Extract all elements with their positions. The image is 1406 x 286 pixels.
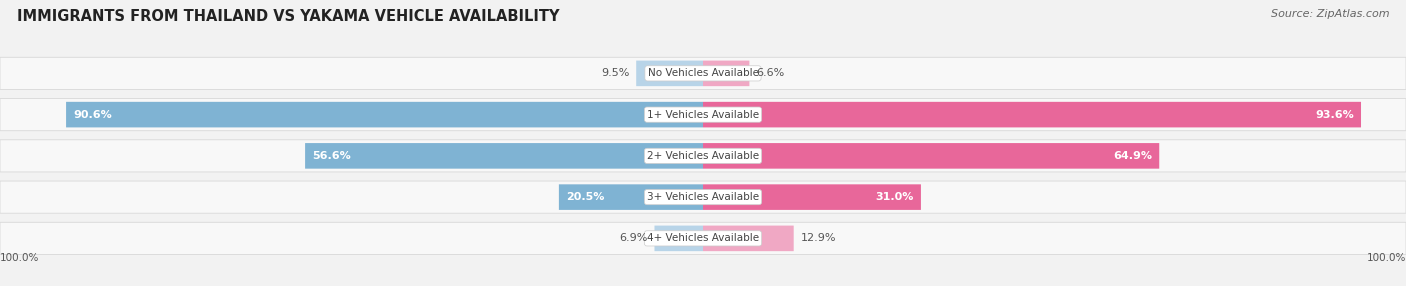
Text: 93.6%: 93.6%: [1315, 110, 1354, 120]
Text: 31.0%: 31.0%: [876, 192, 914, 202]
FancyBboxPatch shape: [703, 184, 921, 210]
Text: 1+ Vehicles Available: 1+ Vehicles Available: [647, 110, 759, 120]
Text: 6.9%: 6.9%: [619, 233, 647, 243]
FancyBboxPatch shape: [560, 184, 703, 210]
Text: 3+ Vehicles Available: 3+ Vehicles Available: [647, 192, 759, 202]
Text: 20.5%: 20.5%: [565, 192, 605, 202]
Text: 6.6%: 6.6%: [756, 68, 785, 78]
Text: 9.5%: 9.5%: [600, 68, 630, 78]
Text: No Vehicles Available: No Vehicles Available: [648, 68, 758, 78]
FancyBboxPatch shape: [703, 226, 793, 251]
Text: IMMIGRANTS FROM THAILAND VS YAKAMA VEHICLE AVAILABILITY: IMMIGRANTS FROM THAILAND VS YAKAMA VEHIC…: [17, 9, 560, 23]
FancyBboxPatch shape: [703, 102, 1361, 127]
FancyBboxPatch shape: [66, 102, 703, 127]
Text: 12.9%: 12.9%: [801, 233, 837, 243]
FancyBboxPatch shape: [0, 140, 1406, 172]
Text: 56.6%: 56.6%: [312, 151, 352, 161]
FancyBboxPatch shape: [0, 99, 1406, 131]
FancyBboxPatch shape: [703, 61, 749, 86]
Text: 4+ Vehicles Available: 4+ Vehicles Available: [647, 233, 759, 243]
Text: 100.0%: 100.0%: [0, 253, 39, 263]
FancyBboxPatch shape: [654, 226, 703, 251]
Text: Source: ZipAtlas.com: Source: ZipAtlas.com: [1271, 9, 1389, 19]
FancyBboxPatch shape: [637, 61, 703, 86]
Text: 2+ Vehicles Available: 2+ Vehicles Available: [647, 151, 759, 161]
Text: 64.9%: 64.9%: [1114, 151, 1153, 161]
Text: 90.6%: 90.6%: [73, 110, 112, 120]
Text: 100.0%: 100.0%: [1367, 253, 1406, 263]
FancyBboxPatch shape: [305, 143, 703, 169]
FancyBboxPatch shape: [0, 181, 1406, 213]
FancyBboxPatch shape: [703, 143, 1160, 169]
FancyBboxPatch shape: [0, 57, 1406, 90]
FancyBboxPatch shape: [0, 222, 1406, 255]
